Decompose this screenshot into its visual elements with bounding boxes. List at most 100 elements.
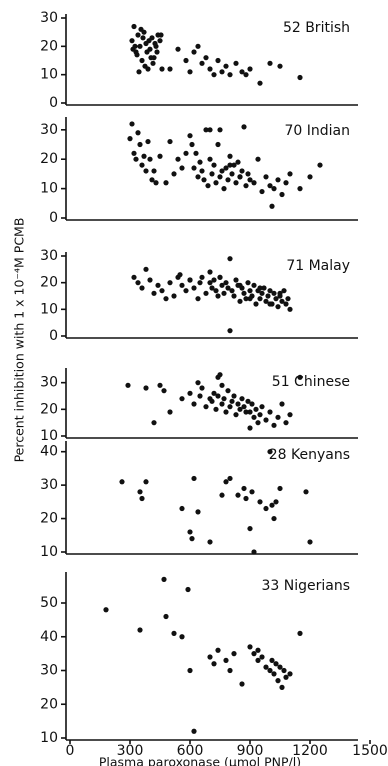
data-point — [136, 69, 142, 75]
y-tick-label: 10 — [40, 730, 58, 746]
data-point — [207, 280, 213, 286]
data-point — [144, 49, 150, 55]
data-point — [187, 667, 193, 674]
data-point — [287, 306, 293, 312]
data-point — [251, 549, 257, 555]
data-point — [219, 382, 225, 388]
data-point — [275, 678, 281, 684]
panel-title: 51 Chinese — [272, 374, 350, 390]
data-point — [131, 274, 137, 280]
data-point — [231, 293, 237, 299]
data-point — [247, 288, 253, 294]
data-point — [219, 282, 225, 288]
data-point — [215, 57, 221, 64]
data-point — [249, 489, 255, 495]
data-point — [140, 35, 146, 41]
data-point — [257, 412, 263, 418]
data-point — [237, 406, 243, 412]
data-point — [199, 274, 205, 280]
data-point — [287, 412, 293, 418]
data-point — [163, 180, 169, 186]
y-tick-label: 20 — [40, 511, 58, 527]
data-point — [243, 409, 249, 415]
x-tick-label: 300 — [117, 743, 144, 759]
data-point — [283, 301, 289, 307]
data-point — [225, 285, 231, 291]
data-point — [138, 26, 144, 32]
y-tick-label: 30 — [40, 477, 58, 493]
data-point — [153, 180, 159, 186]
data-point — [191, 475, 197, 482]
data-point — [223, 409, 229, 415]
data-point — [281, 667, 287, 674]
x-tick-label: 600 — [177, 743, 204, 759]
data-point — [221, 290, 227, 296]
data-point — [205, 183, 211, 189]
data-point — [129, 121, 135, 127]
data-point — [267, 288, 273, 294]
data-point — [217, 274, 223, 280]
data-point — [287, 671, 293, 677]
data-point — [217, 127, 223, 133]
y-tick-label: 10 — [40, 181, 58, 197]
data-point — [219, 168, 225, 174]
data-point — [277, 664, 283, 670]
data-point — [239, 69, 245, 75]
data-point — [207, 539, 213, 545]
data-point — [199, 60, 205, 66]
data-point — [259, 290, 265, 296]
data-point — [161, 388, 167, 394]
data-point — [183, 150, 189, 156]
data-point — [233, 412, 239, 418]
data-point — [269, 203, 275, 209]
data-point — [285, 296, 291, 302]
data-point — [257, 499, 263, 505]
data-point — [241, 485, 247, 492]
y-axis-label: Percent inhibition with 1 x 10⁻⁴M PCMB — [12, 218, 27, 463]
data-point — [203, 127, 209, 133]
data-point — [263, 664, 269, 670]
data-point — [307, 174, 313, 180]
data-point — [179, 282, 185, 288]
data-point — [147, 277, 153, 283]
data-point — [215, 293, 221, 299]
data-point — [191, 728, 197, 734]
data-point — [167, 138, 173, 145]
x-tick-label: 0 — [66, 743, 75, 759]
data-point — [275, 177, 281, 183]
data-point — [281, 288, 287, 294]
data-point — [267, 667, 273, 674]
data-point — [171, 171, 177, 177]
data-point — [137, 43, 143, 49]
data-point — [179, 505, 185, 512]
data-point — [251, 282, 257, 288]
data-point — [142, 63, 148, 69]
data-point — [241, 124, 247, 130]
data-point — [137, 141, 143, 148]
data-point — [275, 304, 281, 310]
y-tick-label: 30 — [40, 248, 58, 264]
data-point — [125, 382, 131, 388]
data-point — [271, 515, 277, 522]
data-point — [227, 153, 233, 159]
data-point — [279, 298, 285, 304]
y-tick-label: 30 — [40, 122, 58, 138]
data-point — [267, 301, 273, 307]
data-point — [183, 57, 189, 64]
data-point — [191, 285, 197, 291]
data-point — [307, 539, 313, 545]
data-point — [167, 280, 173, 286]
data-point — [279, 401, 285, 407]
data-point — [132, 43, 138, 49]
data-point — [231, 162, 237, 168]
data-point — [249, 401, 255, 407]
data-point — [271, 671, 277, 677]
y-tick-label: 0 — [49, 210, 58, 226]
data-point — [148, 55, 154, 61]
y-tick-label: 20 — [40, 151, 58, 167]
x-tick-label: 900 — [237, 743, 264, 759]
data-point — [227, 72, 233, 78]
data-point — [151, 168, 157, 174]
data-point — [213, 406, 219, 412]
data-point — [227, 404, 233, 410]
